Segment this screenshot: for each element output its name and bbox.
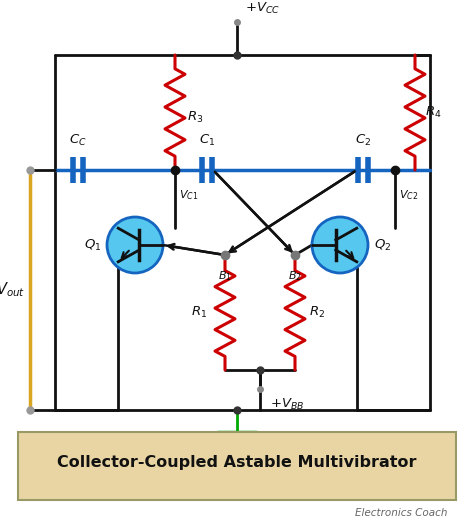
Text: $V_{out}$: $V_{out}$ xyxy=(0,281,25,299)
Text: $+V_{CC}$: $+V_{CC}$ xyxy=(245,1,280,16)
Text: $C_C$: $C_C$ xyxy=(69,133,87,148)
Text: $C_2$: $C_2$ xyxy=(355,133,371,148)
Text: $V_{C2}$: $V_{C2}$ xyxy=(399,188,418,202)
Text: $B_2$: $B_2$ xyxy=(288,269,302,283)
Text: $R_1$: $R_1$ xyxy=(191,305,207,320)
Text: $Q_2$: $Q_2$ xyxy=(374,237,392,252)
FancyBboxPatch shape xyxy=(18,432,456,500)
Text: $R_4$: $R_4$ xyxy=(425,105,442,120)
Text: $+V_{BB}$: $+V_{BB}$ xyxy=(270,397,304,412)
Circle shape xyxy=(107,217,163,273)
Text: $R_3$: $R_3$ xyxy=(187,110,203,125)
Text: $C_1$: $C_1$ xyxy=(199,133,215,148)
Text: $R_2$: $R_2$ xyxy=(309,305,325,320)
Text: Collector-Coupled Astable Multivibrator: Collector-Coupled Astable Multivibrator xyxy=(57,454,417,469)
Text: $V_{C1}$: $V_{C1}$ xyxy=(179,188,198,202)
Text: $B_1$: $B_1$ xyxy=(218,269,232,283)
Text: Electronics Coach: Electronics Coach xyxy=(356,508,448,517)
Text: $Q_1$: $Q_1$ xyxy=(83,237,101,252)
Circle shape xyxy=(312,217,368,273)
